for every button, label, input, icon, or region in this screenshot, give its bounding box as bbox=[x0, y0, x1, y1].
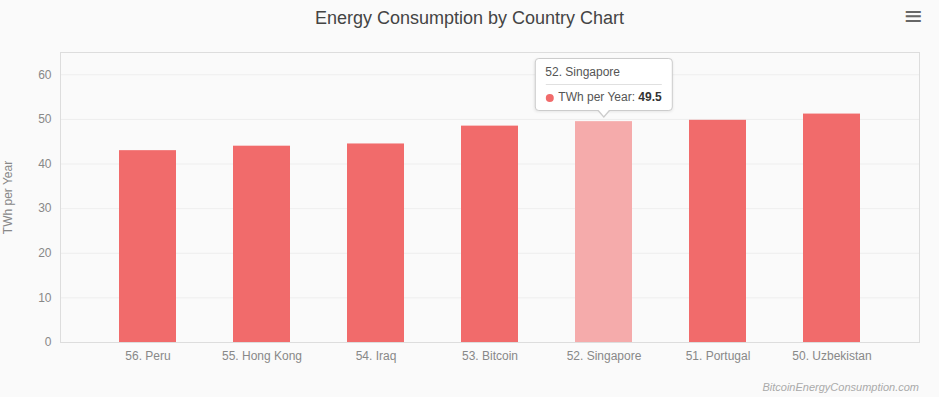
svg-text:TWh per Year: TWh per Year bbox=[1, 161, 15, 234]
html-text:52. Singapore: 52. Singapore bbox=[545, 65, 620, 80]
svg-text:56. Peru: 56. Peru bbox=[125, 349, 170, 363]
svg-text:50: 50 bbox=[38, 112, 52, 126]
svg-text:51. Portugal: 51. Portugal bbox=[686, 349, 751, 363]
html-text:BitcoinEnergyConsumption.com: BitcoinEnergyConsumption.com bbox=[762, 381, 919, 393]
svg-text:60: 60 bbox=[38, 68, 52, 82]
svg-text:52. Singapore: 52. Singapore bbox=[567, 349, 642, 363]
svg-text:40: 40 bbox=[38, 157, 52, 171]
svg-text:30: 30 bbox=[38, 201, 52, 215]
svg-text:50. Uzbekistan: 50. Uzbekistan bbox=[792, 349, 871, 363]
html-text:TWh per Year: 49.5: TWh per Year: 49.5 bbox=[558, 90, 662, 105]
svg-text:10: 10 bbox=[38, 291, 52, 305]
svg-text:0: 0 bbox=[45, 335, 52, 349]
svg-text:20: 20 bbox=[38, 246, 52, 260]
svg-text:54. Iraq: 54. Iraq bbox=[356, 349, 397, 363]
html-text:Energy Consumption by Country: Energy Consumption by Country Chart bbox=[314, 8, 625, 28]
svg-text:55. Hong Kong: 55. Hong Kong bbox=[222, 349, 302, 363]
svg-text:53. Bitcoin: 53. Bitcoin bbox=[462, 349, 518, 363]
